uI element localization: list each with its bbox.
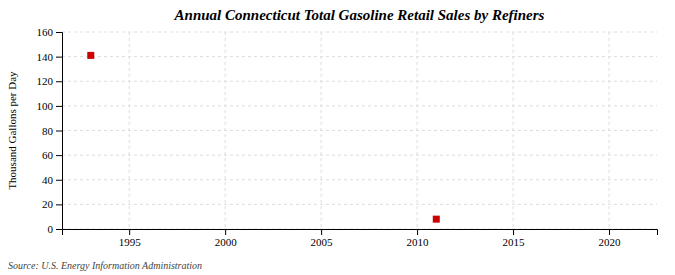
y-axis: 0 20 40 60 80 100 120 140 160	[37, 26, 63, 235]
tick-mark	[321, 229, 322, 235]
tick-mark	[56, 204, 62, 205]
grid-line	[62, 130, 657, 131]
axis-line	[63, 230, 658, 236]
tick: 40	[42, 174, 62, 186]
tick-mark	[56, 106, 62, 107]
tick-label: 40	[42, 174, 54, 186]
tick-label: 2010	[407, 236, 430, 248]
tick-label: 120	[37, 75, 54, 87]
grid-line	[62, 179, 657, 180]
tick-mark	[56, 229, 62, 230]
tick: 2020	[599, 229, 622, 248]
tick-mark	[56, 180, 62, 181]
tick-mark	[56, 57, 62, 58]
axis-line	[56, 33, 63, 230]
x-axis: 1995 2000 2005 2010 2015 2020	[63, 229, 658, 248]
tick: 2015	[503, 229, 526, 248]
chart: 1995 2000 2005 2010 2015 2020 0 20 40 60 80 100 120 1…	[0, 0, 675, 275]
grid-line	[62, 204, 657, 205]
grid-line	[62, 155, 657, 156]
tick: 1995	[119, 229, 142, 248]
tick-label: 2020	[599, 236, 622, 248]
tick-mark	[417, 229, 418, 235]
tick: 140	[37, 51, 63, 63]
tick: 80	[42, 125, 62, 137]
tick: 160	[37, 26, 63, 38]
tick-mark	[56, 131, 62, 132]
tick: 2005	[311, 229, 334, 248]
y-axis-title: Thousand Gallons per Day	[6, 71, 18, 190]
tick-label: 60	[42, 149, 54, 161]
tick-mark	[225, 229, 226, 235]
tick-mark	[513, 229, 514, 235]
tick-label: 2000	[215, 236, 238, 248]
tick-mark	[56, 32, 62, 33]
tick-label: 100	[37, 100, 54, 112]
tick-label: 80	[42, 125, 54, 137]
tick-mark	[609, 229, 610, 235]
tick-label: 1995	[119, 236, 142, 248]
tick-label: 2005	[311, 236, 334, 248]
plot: 1995 2000 2005 2010 2015 2020 0 20 40 60 80 100 120 1…	[37, 26, 658, 248]
grid	[62, 32, 657, 229]
grid-line	[62, 32, 657, 33]
tick: 20	[42, 198, 62, 210]
tick: 2010	[407, 229, 430, 248]
tick-mark	[56, 81, 62, 82]
grid-line	[62, 81, 657, 82]
tick: 120	[37, 75, 63, 87]
tick-mark	[129, 229, 130, 235]
tick: 60	[42, 149, 62, 161]
tick: 2000	[215, 229, 238, 248]
points	[87, 52, 439, 223]
point	[433, 216, 440, 223]
tick-label: 140	[37, 51, 54, 63]
tick-label: 2015	[503, 236, 526, 248]
tick-mark	[56, 155, 62, 156]
tick: 0	[48, 223, 63, 235]
tick-label: 160	[37, 26, 54, 38]
annotation: Source: U.S. Energy Information Administ…	[8, 260, 202, 271]
point	[87, 52, 94, 59]
grid-line	[62, 105, 657, 106]
tick-label: 0	[48, 223, 54, 235]
tick: 100	[37, 100, 63, 112]
tick-label: 20	[42, 198, 54, 210]
title: Annual Connecticut Total Gasoline Retail…	[174, 7, 545, 23]
grid-line	[62, 56, 657, 57]
